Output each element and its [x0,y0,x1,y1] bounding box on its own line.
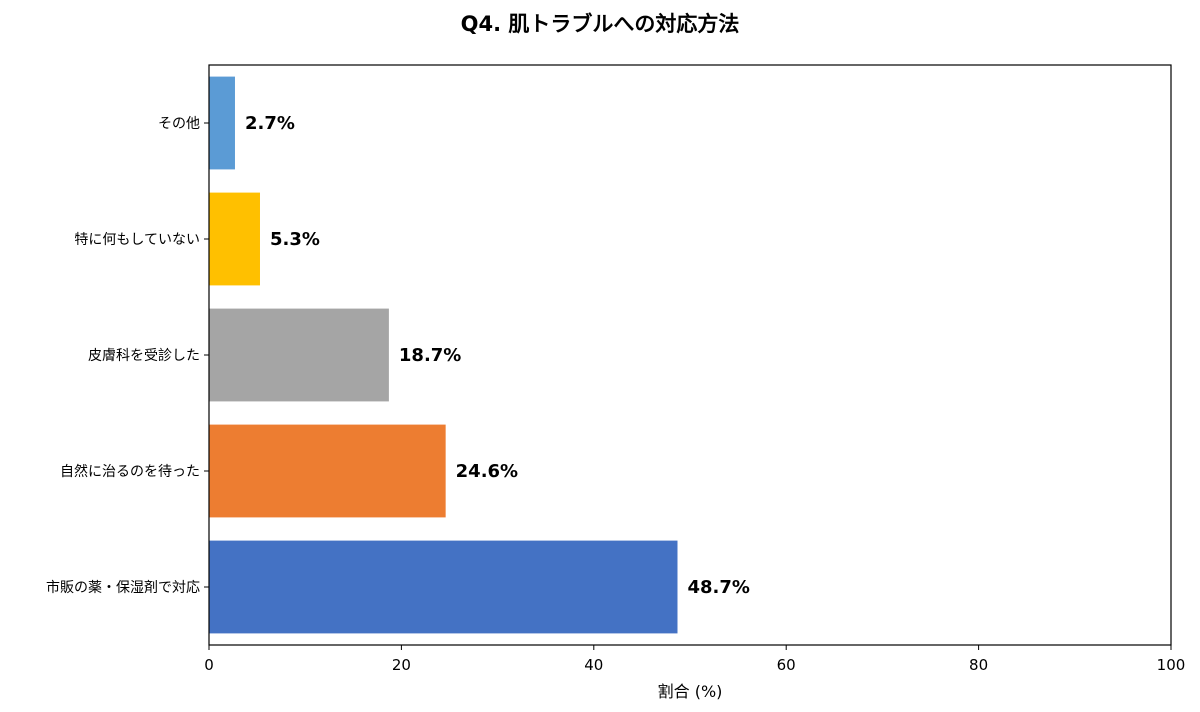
bar [209,540,678,634]
x-tick-label: 20 [392,656,411,674]
x-tick-label: 0 [204,656,214,674]
x-tick-label: 100 [1157,656,1186,674]
y-tick-label: 特に何もしていない [74,232,200,248]
y-tick-label: 皮膚科を受診した [88,348,200,364]
data-label: 5.3% [270,229,320,250]
bars-group [209,76,678,634]
bar [209,192,260,286]
bar [209,76,235,170]
data-label: 18.7% [399,345,461,366]
y-tick-label: 自然に治るのを待った [60,463,200,480]
chart-title: Q4. 肌トラブルへの対応方法 [460,12,740,36]
y-tick-label: 市販の薬・保湿剤で対応 [46,579,200,596]
data-label: 48.7% [687,577,749,598]
y-axis: その他特に何もしていない皮膚科を受診した自然に治るのを待った市販の薬・保湿剤で対… [46,116,209,596]
x-axis-label: 割合 (%) [658,682,723,701]
bar [209,424,446,518]
y-tick-label: その他 [158,116,200,132]
data-label: 2.7% [245,113,295,134]
x-tick-label: 60 [777,656,796,674]
bar [209,308,389,402]
x-axis: 0 20 40 60 80 100 [204,645,1185,674]
plot-frame [208,64,1172,646]
data-label: 24.6% [456,461,518,482]
x-tick-label: 40 [584,656,603,674]
x-tick-label: 80 [969,656,988,674]
data-labels-group: 2.7% 5.3% 18.7% 24.6% 48.7% [245,113,750,598]
